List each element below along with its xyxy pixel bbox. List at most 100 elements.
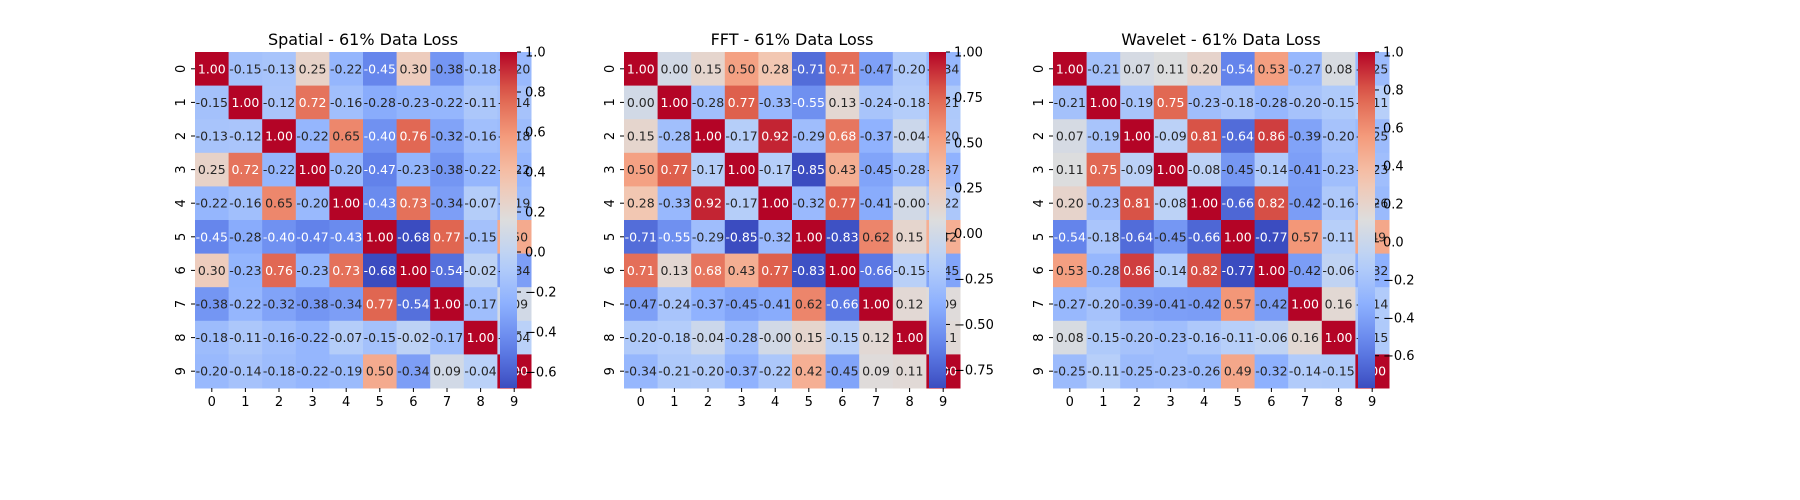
cell-value-label: -0.18 — [1087, 229, 1119, 244]
heatmap-cell — [329, 186, 364, 221]
heatmap-cell — [892, 354, 927, 389]
chart-title: Spatial - 61% Data Loss — [268, 30, 458, 49]
heatmap-cell — [329, 320, 364, 355]
cell-value-label: 1.00 — [1224, 229, 1252, 244]
heatmap-cell — [430, 152, 465, 187]
heatmap-cell — [1086, 52, 1121, 87]
heatmap-cell — [430, 186, 465, 221]
heatmap-cell — [1187, 119, 1222, 154]
cell-value-label: -0.71 — [625, 229, 657, 244]
cell-value-label: 0.12 — [862, 330, 890, 345]
heatmap-cell — [691, 253, 726, 288]
colorbar-tick-label: 0.8 — [525, 86, 546, 101]
cell-value-label: -0.16 — [330, 95, 362, 110]
y-tick-label: 1 — [174, 98, 189, 106]
cell-value-label: -0.34 — [625, 364, 657, 379]
cell-value-label: -0.22 — [229, 297, 261, 312]
heatmap-cell — [691, 186, 726, 221]
cell-value-label: -0.18 — [464, 61, 496, 76]
cell-value-label: 0.77 — [366, 297, 394, 312]
cell-value-label: 1.00 — [1089, 95, 1117, 110]
cell-value-label: 0.43 — [728, 263, 756, 278]
cell-value-label: 1.00 — [660, 95, 688, 110]
colorbar-tick-label: −0.75 — [954, 363, 994, 378]
cell-value-label: -0.34 — [397, 364, 429, 379]
cell-value-label: -0.77 — [1255, 229, 1287, 244]
cell-value-label: -0.14 — [1255, 162, 1287, 177]
cell-value-label: -0.41 — [1289, 162, 1321, 177]
x-tick-label: 4 — [342, 395, 350, 410]
y-tick-label: 2 — [1032, 132, 1047, 140]
cell-value-label: -0.39 — [1121, 297, 1153, 312]
heatmap-cell — [295, 119, 330, 154]
heatmap-cell — [1187, 52, 1222, 87]
cell-value-label: -0.38 — [196, 297, 228, 312]
cell-value-label: 0.57 — [1224, 297, 1252, 312]
cell-value-label: -0.04 — [692, 330, 724, 345]
cell-value-label: -0.22 — [431, 95, 463, 110]
cell-value-label: -0.54 — [397, 297, 429, 312]
heatmap-cell — [1288, 152, 1323, 187]
cell-value-label: -0.07 — [464, 196, 496, 211]
heatmap-cell — [1153, 320, 1188, 355]
cell-value-label: 0.11 — [1056, 162, 1084, 177]
heatmap-cell — [758, 320, 793, 355]
heatmap-cell — [262, 85, 297, 120]
cell-value-label: 0.72 — [231, 162, 259, 177]
colorbar-tick-label: 0.4 — [1383, 159, 1404, 174]
cell-value-label: 1.00 — [299, 162, 327, 177]
cell-value-label: -0.27 — [1289, 61, 1321, 76]
heatmap-cell — [1321, 85, 1356, 120]
cell-value-label: 0.13 — [660, 263, 688, 278]
colorbar-tick-label: −0.4 — [1383, 311, 1415, 326]
y-tick-label: 5 — [1032, 233, 1047, 241]
heatmap-cell — [657, 186, 692, 221]
heatmap-cell — [1221, 152, 1256, 187]
colorbar-tick-label: 0.6 — [525, 126, 546, 141]
cell-value-label: -0.08 — [1188, 162, 1220, 177]
cell-value-label: -0.47 — [860, 61, 892, 76]
cell-value-label: -0.45 — [1222, 162, 1254, 177]
heatmap-cell — [1288, 287, 1323, 322]
heatmap-cell — [430, 253, 465, 288]
heatmap-cell — [262, 354, 297, 389]
heatmap-cell — [1221, 186, 1256, 221]
cell-value-label: 0.43 — [828, 162, 856, 177]
heatmap-cell — [1221, 253, 1256, 288]
heatmap-cell — [792, 320, 827, 355]
heatmap-cell — [691, 119, 726, 154]
heatmap-cell — [758, 85, 793, 120]
heatmap-cell — [363, 52, 398, 87]
x-tick-label: 3 — [737, 395, 745, 410]
cell-value-label: -0.32 — [1255, 364, 1287, 379]
heatmap-cell — [295, 220, 330, 255]
heatmap-cell — [1254, 85, 1289, 120]
cell-value-label: -0.22 — [296, 129, 328, 144]
y-tick-label: 9 — [174, 367, 189, 375]
heatmap-cell — [1321, 354, 1356, 389]
y-tick-label: 7 — [603, 300, 618, 308]
cell-value-label: -0.23 — [397, 162, 429, 177]
cell-value-label: -0.09 — [1121, 162, 1153, 177]
y-tick-label: 3 — [603, 165, 618, 173]
heatmap-cell — [892, 85, 927, 120]
heatmap-cell — [691, 52, 726, 87]
cell-value-label: 0.62 — [862, 229, 890, 244]
cell-value-label: -0.32 — [263, 297, 295, 312]
cell-value-label: -0.23 — [1188, 95, 1220, 110]
heatmap-cell — [1288, 52, 1323, 87]
heatmap-cell — [228, 287, 263, 322]
cell-value-label: 0.77 — [728, 95, 756, 110]
heatmap-cell — [1053, 186, 1088, 221]
heatmap-cell — [195, 85, 230, 120]
cell-value-label: -0.15 — [364, 330, 396, 345]
heatmap-cell — [1153, 287, 1188, 322]
heatmap-cell — [724, 253, 759, 288]
cell-value-label: 1.00 — [198, 61, 226, 76]
heatmap-cell — [1321, 287, 1356, 322]
cell-value-label: -0.12 — [263, 95, 295, 110]
heatmap-cell — [228, 253, 263, 288]
heatmap-cell — [624, 253, 659, 288]
cell-value-label: 0.92 — [694, 196, 722, 211]
